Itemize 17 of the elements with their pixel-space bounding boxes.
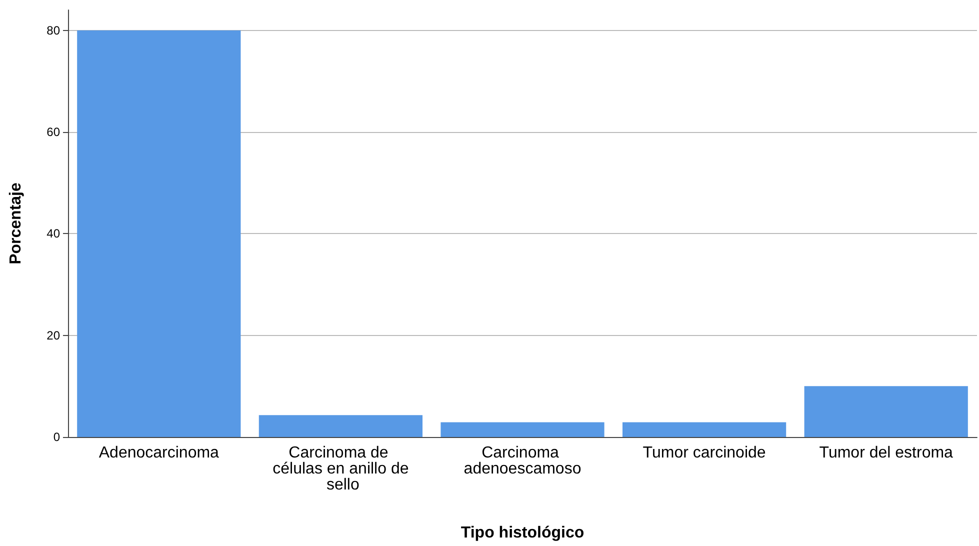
x-tick-label: Adenocarcinoma (98, 444, 220, 462)
x-tick-label: Tumor carcinoide (642, 444, 766, 462)
y-tick-label: 60 (46, 125, 60, 139)
y-tick-label: 20 (46, 328, 60, 342)
bar (440, 422, 604, 437)
x-tick-label: Tumor del estroma (819, 444, 954, 462)
bar (622, 422, 786, 437)
x-tick-label: Carcinoma de células en anillo de sello (272, 444, 409, 494)
y-tick-label: 40 (46, 226, 60, 241)
bar (804, 386, 968, 437)
x-axis-title: Tipo histológico (460, 524, 584, 542)
x-tick-label: Carcinoma adenoescamoso (464, 444, 582, 478)
bar (258, 415, 423, 437)
y-tick-label: 80 (46, 23, 60, 38)
y-tick-label: 0 (53, 430, 60, 444)
bar (77, 30, 241, 437)
y-axis-title: Porcentaje (8, 182, 24, 264)
